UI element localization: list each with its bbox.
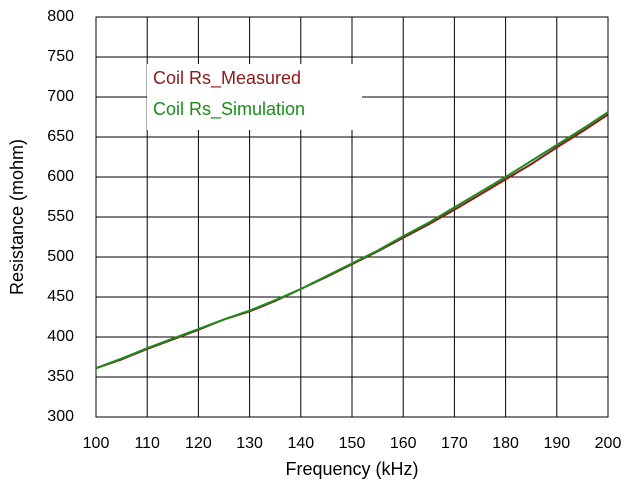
y-tick-label: 400 [47, 328, 74, 345]
x-tick-label: 170 [441, 435, 468, 452]
x-tick-label: 190 [543, 435, 570, 452]
y-tick-label: 650 [47, 128, 74, 145]
y-tick-label: 300 [47, 408, 74, 425]
legend-entry: Coil Rs_Measured [153, 68, 301, 89]
x-axis-label: Frequency (kHz) [285, 459, 418, 479]
y-tick-label: 750 [47, 48, 74, 65]
y-axis-label: Resistance (mohm) [7, 139, 27, 295]
y-tick-label: 500 [47, 248, 74, 265]
x-tick-label: 130 [236, 435, 263, 452]
y-tick-label: 700 [47, 88, 74, 105]
y-tick-label: 350 [47, 368, 74, 385]
y-tick-label: 450 [47, 288, 74, 305]
x-tick-label: 100 [83, 435, 110, 452]
legend-entry: Coil Rs_Simulation [153, 99, 305, 120]
y-tick-label: 550 [47, 208, 74, 225]
series-line [95, 111, 609, 370]
x-tick-label: 120 [185, 435, 212, 452]
x-tick-label: 160 [390, 435, 417, 452]
legend-box [147, 64, 362, 130]
x-tick-label: 150 [339, 435, 366, 452]
y-tick-label: 800 [47, 8, 74, 25]
y-tick-label: 600 [47, 168, 74, 185]
x-tick-label: 180 [492, 435, 519, 452]
x-tick-label: 200 [595, 435, 622, 452]
x-tick-label: 110 [134, 435, 160, 452]
x-tick-label: 140 [287, 435, 314, 452]
